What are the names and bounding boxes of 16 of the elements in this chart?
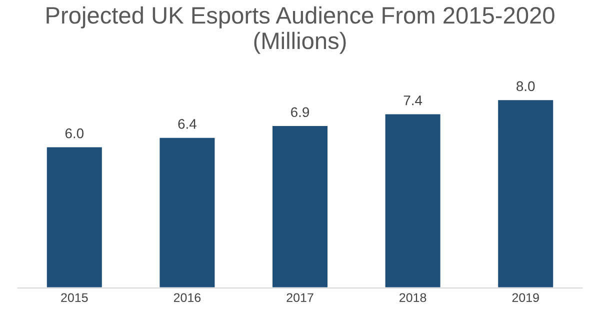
x-tick-label: 2017 xyxy=(286,293,314,302)
bar xyxy=(158,136,216,288)
data-label: 6.0 xyxy=(65,128,84,138)
bar xyxy=(496,98,554,288)
bar xyxy=(384,112,442,288)
x-tick-label: 2018 xyxy=(400,293,426,302)
data-label: 7.4 xyxy=(404,96,422,106)
x-tick-label: 2016 xyxy=(174,293,201,302)
chart-title: Projected UK Esports Audience From 2015-2020 (Millions) xyxy=(46,6,554,54)
bar xyxy=(46,146,104,288)
data-label: 8.0 xyxy=(516,81,535,92)
data-label: 6.9 xyxy=(291,107,309,118)
x-tick-label: 2019 xyxy=(512,293,539,302)
x-tick-label: 2015 xyxy=(61,293,88,302)
data-label: 6.4 xyxy=(178,119,196,129)
bar xyxy=(271,124,329,288)
